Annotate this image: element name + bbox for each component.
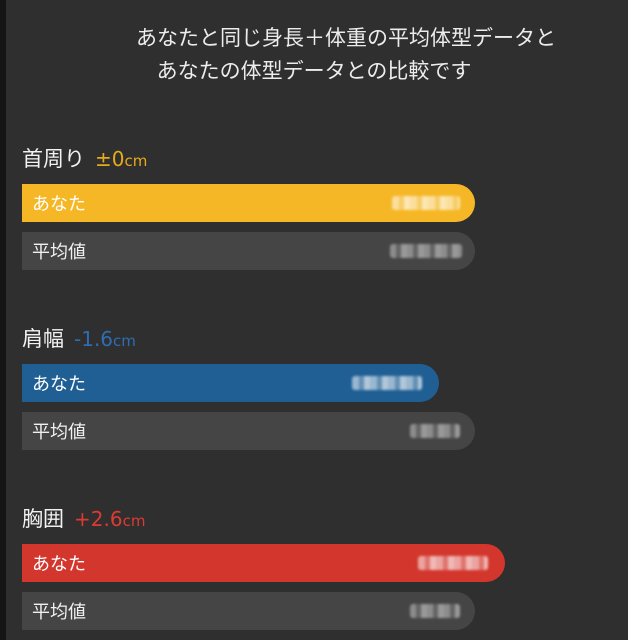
- metric-shoulder-diff-unit: cm: [113, 332, 136, 350]
- metric-neck: 首周り ±0cm あなた 平均値: [22, 143, 622, 270]
- chest-avg-bar: 平均値: [22, 592, 475, 630]
- metric-chest-diff-value: +2.6: [74, 507, 123, 531]
- neck-avg-value-redacted: [390, 244, 462, 258]
- metric-neck-diff-value: ±0: [95, 147, 125, 171]
- metric-chest: 胸囲 +2.6cm あなた 平均値: [22, 503, 622, 630]
- neck-you-bar: あなた: [22, 184, 475, 222]
- comparison-description: あなたと同じ身長＋体重の平均体型データと あなたの体型データとの比較です: [0, 22, 628, 88]
- shoulder-avg-bar: 平均値: [22, 412, 475, 450]
- metric-chest-diff-unit: cm: [122, 512, 146, 530]
- shoulder-avg-value-redacted: [410, 424, 460, 438]
- metric-shoulder-diff: -1.6cm: [74, 327, 136, 351]
- metric-neck-name: 首周り: [22, 147, 85, 171]
- description-line-1: あなたと同じ身長＋体重の平均体型データと: [136, 26, 556, 50]
- neck-you-label: あなた: [32, 194, 86, 215]
- shoulder-you-value-redacted: [352, 376, 422, 390]
- description-line-2: あなたの体型データとの比較です: [156, 59, 472, 83]
- shoulder-avg-label: 平均値: [32, 422, 86, 443]
- neck-avg-bar: 平均値: [22, 232, 475, 270]
- shoulder-you-bar: あなた: [22, 364, 439, 402]
- metric-shoulder: 肩幅 -1.6cm あなた 平均値: [22, 323, 622, 450]
- metric-neck-title: 首周り ±0cm: [22, 143, 622, 173]
- neck-avg-label: 平均値: [32, 242, 86, 263]
- metric-chest-title: 胸囲 +2.6cm: [22, 503, 622, 533]
- metric-chest-name: 胸囲: [22, 507, 64, 531]
- neck-you-value-redacted: [392, 196, 460, 210]
- chest-you-label: あなた: [32, 554, 86, 575]
- metric-neck-diff-unit: cm: [124, 152, 148, 170]
- chest-avg-value-redacted: [410, 604, 460, 618]
- left-edge-strip: [0, 0, 6, 640]
- metric-shoulder-name: 肩幅: [22, 327, 64, 351]
- metric-shoulder-title: 肩幅 -1.6cm: [22, 323, 622, 353]
- chest-you-bar: あなた: [22, 544, 505, 582]
- metric-shoulder-diff-value: -1.6: [74, 327, 114, 351]
- chest-avg-label: 平均値: [32, 602, 86, 623]
- metric-chest-diff: +2.6cm: [74, 507, 145, 531]
- shoulder-you-label: あなた: [32, 374, 86, 395]
- chest-you-value-redacted: [418, 556, 488, 570]
- metric-neck-diff: ±0cm: [95, 147, 147, 171]
